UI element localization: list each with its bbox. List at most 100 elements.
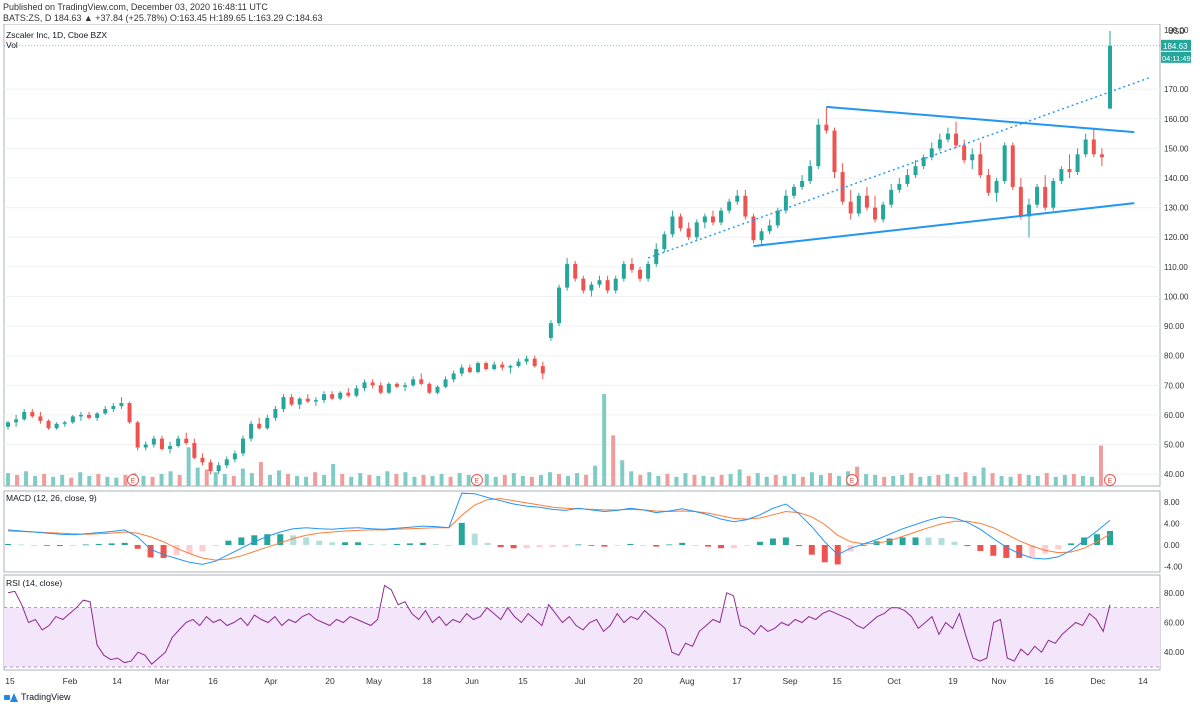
time-tick-label: Sep [782,676,797,686]
candle-body [832,130,837,173]
symbol-legend: Zscaler Inc, 1D, Cboe BZX [6,30,108,40]
volume-bar [746,475,751,486]
time-tick-label: Jun [465,676,479,686]
candle-body [524,358,529,362]
candle-body [435,386,440,393]
candle-body [6,422,10,427]
volume-bar [864,474,869,486]
volume-bar [150,476,155,486]
candle-body [168,446,173,449]
macd-tick-label: 4.00 [1164,519,1180,528]
price-tick-label: 70.00 [1164,381,1185,390]
candle-body [710,216,715,223]
macd-histogram-bar [355,542,362,545]
ohlc-line: BATS:ZS, D 184.63 ▲ +37.84 (+25.78%) O:1… [3,13,323,23]
candle-body [370,382,375,386]
volume-bar [791,474,796,486]
macd-histogram-bar [614,545,621,546]
macd-histogram-bar [43,545,50,546]
macd-histogram-bar [160,545,167,558]
volume-bar [6,473,10,486]
macd-histogram-bar [860,545,867,546]
candle-body [767,225,772,232]
candle-body [78,414,83,417]
candle-body [492,364,497,370]
candle-body [192,443,197,458]
volume-bar [981,467,986,486]
volume-bar [918,476,923,486]
candle-body [945,133,950,140]
volume-bar [349,476,354,486]
candle-body [1010,145,1015,187]
candle-body [646,263,651,279]
macd-histogram-bar [432,543,439,545]
candle-body [151,438,156,445]
footer-brand[interactable]: TradingView [4,692,71,702]
volume-bar [439,474,444,486]
candle-body [200,457,205,463]
volume-bar [421,474,426,486]
candle-body [1026,204,1031,217]
volume-bar [1080,475,1085,486]
time-tick-label: 16 [208,676,218,686]
candle-body [362,382,367,389]
macd-histogram-bar [990,545,997,556]
volume-bar [728,474,733,486]
time-tick-label: 17 [732,676,742,686]
candle-body [557,287,561,324]
macd-histogram-bar [886,538,893,545]
time-tick-label: 14 [112,676,122,686]
volume-legend: Vol [6,40,18,50]
macd-histogram-bar [977,545,984,551]
volume-bar [538,474,543,486]
volume-bar [276,470,281,486]
candle-body [240,438,245,454]
time-tick-label: May [366,676,383,686]
volume-bar [511,473,516,486]
grid-lines [4,45,1160,475]
candle-body [87,414,92,418]
volume-bar [936,474,941,486]
price-tick-label: 60.00 [1164,411,1185,420]
macd-histogram-bar [380,544,387,546]
candle-body [103,409,108,414]
candle-body [994,180,999,193]
time-tick-label: Oct [887,676,901,686]
candle-body [759,231,764,241]
volume-bar [313,472,318,486]
candle-body [484,363,489,370]
dotted-uptrend-line [647,76,1151,259]
rsi-band [4,607,1160,668]
volume-bar [51,476,56,486]
macd-histogram-bar [471,533,478,545]
chart-canvas[interactable]: 40.00 50.00 60.00 70.00 80.00 90.00 100.00 110.… [0,24,1200,690]
candle-body [670,216,675,235]
candle-body [184,438,189,444]
candle-body [176,438,181,447]
macd-histogram-bar [769,538,776,545]
time-tick-label: 15 [832,676,842,686]
macd-histogram-bar [1029,545,1036,557]
volume-bar [367,474,372,486]
candle-body [378,385,383,393]
candle-body [678,216,683,229]
time-tick-label: 19 [948,676,958,686]
volume-bar [719,474,724,486]
macd-histogram-bar [69,545,76,547]
triangle-lower-line [753,202,1135,248]
volume-bar [457,473,462,486]
macd-signal-line [7,498,1111,561]
volume-bar [403,472,408,486]
last-price-label: 184.63 [1163,42,1188,51]
price-tick-label: 170.00 [1164,85,1189,94]
candle-body [921,157,926,167]
macd-histogram-bar [264,534,271,545]
candle-body [30,411,35,417]
candle-body [783,195,788,211]
macd-histogram-bar [56,545,63,547]
macd-histogram-bar [653,545,660,547]
volume-bar [837,475,842,486]
candle-body [443,379,448,387]
candle-body [573,263,578,279]
rsi-tick-label: 80.00 [1164,589,1185,598]
